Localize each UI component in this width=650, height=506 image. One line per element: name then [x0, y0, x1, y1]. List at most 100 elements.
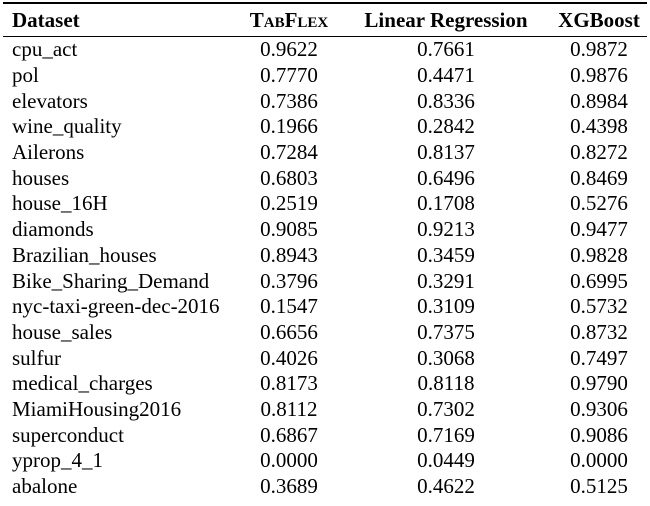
- dataset-name-cell: Bike_Sharing_Demand: [12, 268, 210, 293]
- xgboost-score-cell: 0.5732: [570, 294, 628, 319]
- linear-regression-score-cell: 0.3459: [417, 242, 475, 267]
- table-row: Bike_Sharing_Demand 0.3796 0.3291 0.6995: [3, 268, 647, 294]
- dataset-name-cell: yprop_4_1: [12, 448, 103, 473]
- dataset-name-cell: pol: [12, 63, 39, 88]
- linear-regression-score-cell: 0.7302: [417, 396, 475, 421]
- table-row: house_16H 0.2519 0.1708 0.5276: [3, 191, 647, 217]
- dataset-name-cell: Brazilian_houses: [12, 242, 157, 267]
- column-header-tabflex: TabFlex: [237, 3, 341, 37]
- header-row: Dataset TabFlex Linear Regression XGBoos…: [3, 3, 647, 37]
- xgboost-score-cell: 0.9477: [570, 217, 628, 242]
- xgboost-score-cell: 0.6995: [570, 268, 628, 293]
- tabflex-score-cell: 0.7386: [260, 88, 318, 113]
- linear-regression-score-cell: 0.7375: [417, 319, 475, 344]
- xgboost-score-cell: 0.9086: [570, 422, 628, 447]
- dataset-name-cell: cpu_act: [12, 37, 78, 62]
- tabflex-score-cell: 0.7284: [260, 140, 318, 165]
- table-row: abalone 0.3689 0.4622 0.5125: [3, 474, 647, 500]
- table-row: nyc-taxi-green-dec-2016 0.1547 0.3109 0.…: [3, 294, 647, 320]
- linear-regression-score-cell: 0.4471: [417, 63, 475, 88]
- tabflex-score-cell: 0.3796: [260, 268, 318, 293]
- column-header-dataset: Dataset: [3, 3, 237, 37]
- tabflex-score-cell: 0.0000: [260, 448, 318, 473]
- dataset-name-cell: diamonds: [12, 217, 94, 242]
- xgboost-score-cell: 0.5276: [570, 191, 628, 216]
- tabflex-score-cell: 0.1547: [260, 294, 318, 319]
- dataset-name-cell: houses: [12, 165, 70, 190]
- table-row: elevators 0.7386 0.8336 0.8984: [3, 88, 647, 114]
- dataset-name-cell: Ailerons: [12, 140, 85, 165]
- tabflex-score-cell: 0.6867: [260, 422, 318, 447]
- table-row: wine_quality 0.1966 0.2842 0.4398: [3, 114, 647, 140]
- xgboost-score-cell: 0.4398: [570, 114, 628, 139]
- linear-regression-score-cell: 0.3109: [417, 294, 475, 319]
- dataset-name-cell: superconduct: [12, 422, 124, 447]
- xgboost-score-cell: 0.9872: [570, 37, 628, 62]
- column-header-linear-regression: Linear Regression: [341, 3, 551, 37]
- table-header: Dataset TabFlex Linear Regression XGBoos…: [3, 3, 647, 37]
- table-row: pol 0.7770 0.4471 0.9876: [3, 63, 647, 89]
- table-row: houses 0.6803 0.6496 0.8469: [3, 165, 647, 191]
- dataset-name-cell: MiamiHousing2016: [12, 396, 182, 421]
- column-header-tabflex-label: TabFlex: [249, 7, 329, 32]
- xgboost-score-cell: 0.9828: [570, 242, 628, 267]
- table-body: cpu_act 0.9622 0.7661 0.9872 pol 0.7770 …: [3, 37, 647, 500]
- tabflex-score-cell: 0.7770: [260, 63, 318, 88]
- table-row: yprop_4_1 0.0000 0.0449 0.0000: [3, 448, 647, 474]
- dataset-name-cell: house_sales: [12, 319, 113, 344]
- dataset-name-cell: wine_quality: [12, 114, 122, 139]
- tabflex-score-cell: 0.8112: [260, 396, 318, 421]
- linear-regression-score-cell: 0.8137: [417, 140, 475, 165]
- tabflex-score-cell: 0.9622: [260, 37, 318, 62]
- table-row: sulfur 0.4026 0.3068 0.7497: [3, 345, 647, 371]
- dataset-name-cell: house_16H: [12, 191, 108, 216]
- xgboost-score-cell: 0.9306: [570, 396, 628, 421]
- linear-regression-score-cell: 0.9213: [417, 217, 475, 242]
- tabflex-score-cell: 0.8943: [260, 242, 318, 267]
- tabflex-score-cell: 0.1966: [260, 114, 318, 139]
- linear-regression-score-cell: 0.6496: [417, 165, 475, 190]
- tabflex-score-cell: 0.4026: [260, 345, 318, 370]
- tabflex-score-cell: 0.9085: [260, 217, 318, 242]
- xgboost-score-cell: 0.9790: [570, 371, 628, 396]
- table-row: Brazilian_houses 0.8943 0.3459 0.9828: [3, 243, 647, 269]
- table-row: superconduct 0.6867 0.7169 0.9086: [3, 422, 647, 448]
- tabflex-score-cell: 0.6803: [260, 165, 318, 190]
- table-row: diamonds 0.9085 0.9213 0.9477: [3, 217, 647, 243]
- dataset-name-cell: abalone: [12, 474, 78, 499]
- linear-regression-score-cell: 0.7169: [417, 422, 475, 447]
- tabflex-score-cell: 0.8173: [260, 371, 318, 396]
- table-row: medical_charges 0.8173 0.8118 0.9790: [3, 371, 647, 397]
- tabflex-score-cell: 0.2519: [260, 191, 318, 216]
- xgboost-score-cell: 0.8732: [570, 319, 628, 344]
- xgboost-score-cell: 0.5125: [570, 474, 628, 499]
- linear-regression-score-cell: 0.3068: [417, 345, 475, 370]
- table-row: house_sales 0.6656 0.7375 0.8732: [3, 320, 647, 346]
- dataset-name-cell: nyc-taxi-green-dec-2016: [12, 294, 220, 319]
- linear-regression-score-cell: 0.0449: [417, 448, 475, 473]
- tabflex-score-cell: 0.6656: [260, 319, 318, 344]
- table-row: cpu_act 0.9622 0.7661 0.9872: [3, 37, 647, 63]
- linear-regression-score-cell: 0.8336: [417, 88, 475, 113]
- xgboost-score-cell: 0.0000: [570, 448, 628, 473]
- dataset-name-cell: medical_charges: [12, 371, 153, 396]
- column-header-xgboost: XGBoost: [551, 3, 647, 37]
- linear-regression-score-cell: 0.8118: [417, 371, 475, 396]
- linear-regression-score-cell: 0.4622: [417, 474, 475, 499]
- linear-regression-score-cell: 0.2842: [417, 114, 475, 139]
- linear-regression-score-cell: 0.1708: [417, 191, 475, 216]
- table-row: Ailerons 0.7284 0.8137 0.8272: [3, 140, 647, 166]
- linear-regression-score-cell: 0.3291: [417, 268, 475, 293]
- xgboost-score-cell: 0.8984: [570, 88, 628, 113]
- dataset-name-cell: elevators: [12, 88, 88, 113]
- tabflex-score-cell: 0.3689: [260, 474, 318, 499]
- xgboost-score-cell: 0.7497: [570, 345, 628, 370]
- results-table: Dataset TabFlex Linear Regression XGBoos…: [3, 2, 647, 499]
- xgboost-score-cell: 0.8469: [570, 165, 628, 190]
- xgboost-score-cell: 0.8272: [570, 140, 628, 165]
- dataset-name-cell: sulfur: [12, 345, 61, 370]
- table-row: MiamiHousing2016 0.8112 0.7302 0.9306: [3, 397, 647, 423]
- xgboost-score-cell: 0.9876: [570, 63, 628, 88]
- linear-regression-score-cell: 0.7661: [417, 37, 475, 62]
